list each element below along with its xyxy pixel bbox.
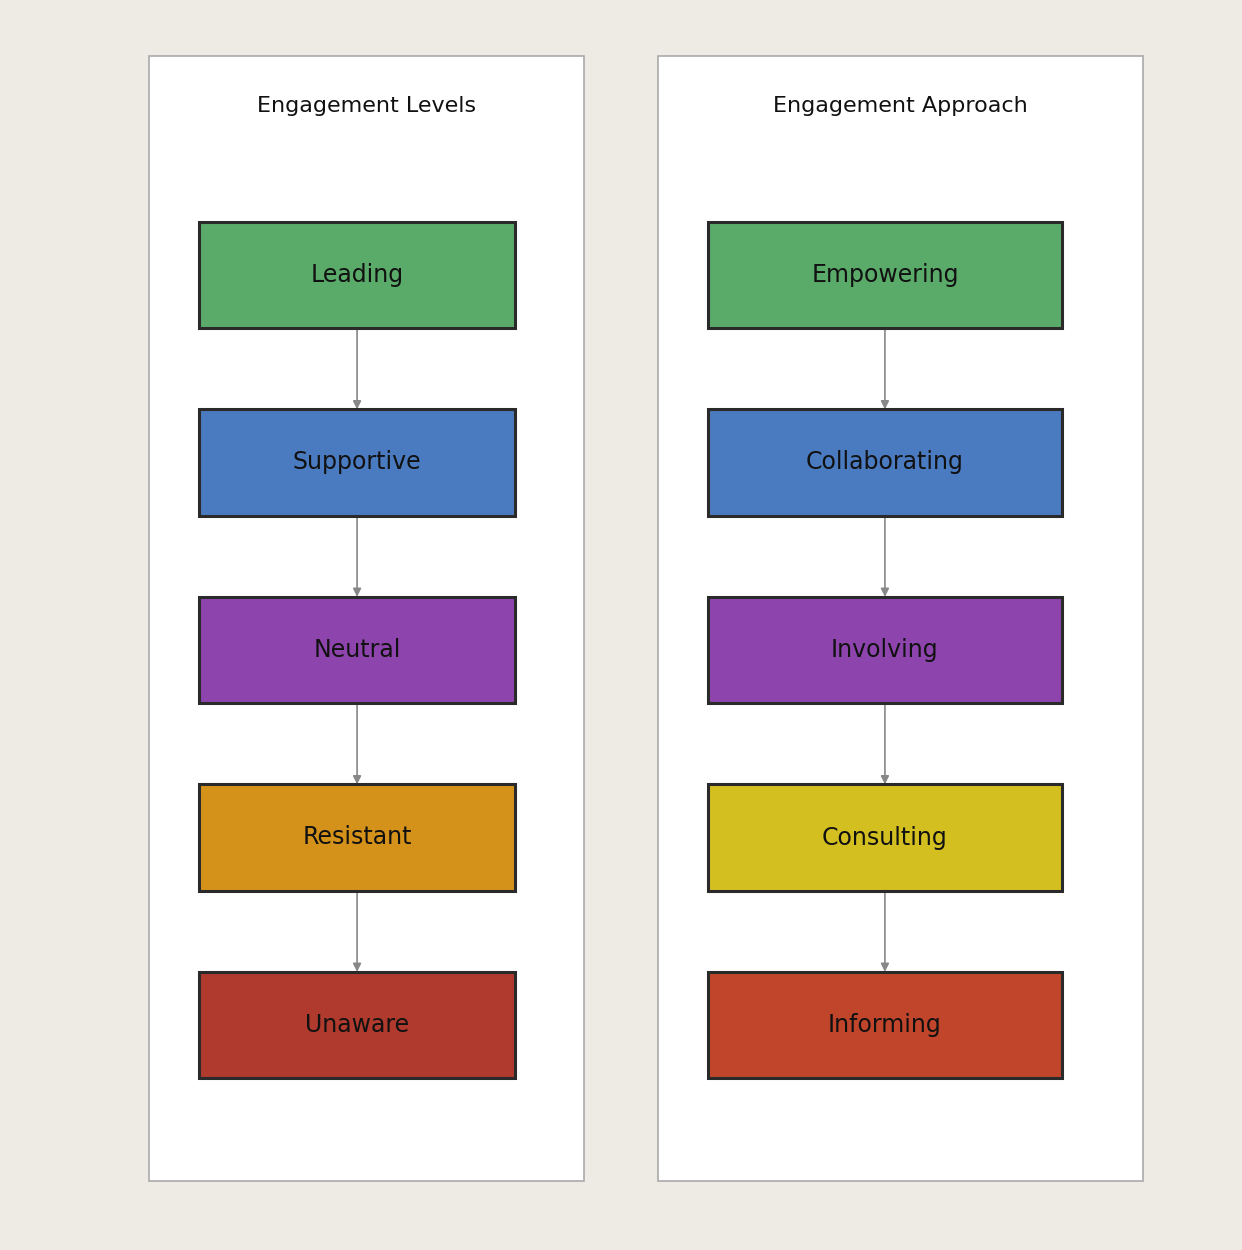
Text: Consulting: Consulting <box>822 825 948 850</box>
Bar <box>658 56 1143 1181</box>
Bar <box>199 596 515 703</box>
Bar <box>708 596 1062 703</box>
Text: Supportive: Supportive <box>293 450 421 475</box>
Bar <box>199 785 515 890</box>
Bar <box>149 56 584 1181</box>
Bar <box>708 410 1062 515</box>
Bar <box>708 972 1062 1078</box>
Text: Leading: Leading <box>310 262 404 288</box>
Text: Engagement Approach: Engagement Approach <box>773 96 1028 116</box>
Text: Empowering: Empowering <box>811 262 959 288</box>
Text: Neutral: Neutral <box>313 638 401 662</box>
Text: Unaware: Unaware <box>306 1013 409 1038</box>
Bar <box>199 972 515 1078</box>
Bar <box>199 222 515 328</box>
Text: Collaborating: Collaborating <box>806 450 964 475</box>
Bar <box>708 222 1062 328</box>
Text: Resistant: Resistant <box>302 825 412 850</box>
Text: Involving: Involving <box>831 638 939 662</box>
Bar <box>708 785 1062 890</box>
Text: Engagement Levels: Engagement Levels <box>257 96 476 116</box>
Text: Informing: Informing <box>828 1013 941 1038</box>
Bar <box>199 410 515 515</box>
